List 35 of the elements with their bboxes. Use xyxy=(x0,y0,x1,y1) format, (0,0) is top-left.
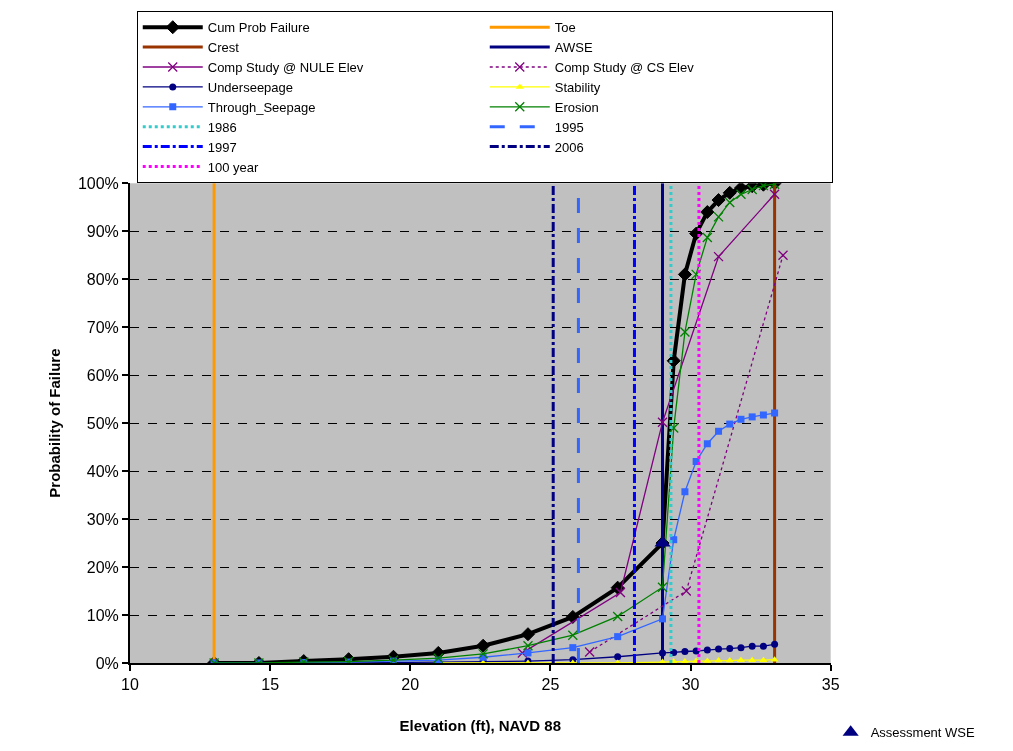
y-tick-label: 100% xyxy=(77,174,119,192)
legend-label: 1997 xyxy=(207,139,237,155)
x-tick-label: 20 xyxy=(401,676,420,694)
legend-label: Stability xyxy=(554,79,601,95)
x-tick-label: 10 xyxy=(121,676,139,694)
legend-label: 2006 xyxy=(554,139,584,155)
x-tick-label: 30 xyxy=(681,676,700,694)
legend-label: Comp Study @ CS Elev xyxy=(554,60,695,76)
legend-label: Cum Prob Failure xyxy=(207,20,310,36)
y-tick-label: 50% xyxy=(86,414,119,432)
legend-label: Comp Study @ NULE Elev xyxy=(207,60,364,76)
legend-label: AWSE xyxy=(554,40,593,56)
y-tick-label: 60% xyxy=(86,366,119,384)
y-tick-label: 0% xyxy=(95,654,119,672)
x-tick-label: 15 xyxy=(261,676,280,694)
y-tick-label: 30% xyxy=(86,510,119,528)
legend-label: 1995 xyxy=(554,119,584,135)
y-tick-label: 10% xyxy=(86,606,119,624)
y-tick-label: 40% xyxy=(86,462,119,480)
legend-label: Through_Seepage xyxy=(207,99,316,115)
y-tick-label: 20% xyxy=(86,558,119,576)
y-axis-title: Probability of Failure xyxy=(45,348,63,498)
legend-label: Erosion xyxy=(554,99,599,115)
x-tick-label: 25 xyxy=(541,676,560,694)
legend-label: Crest xyxy=(207,40,240,56)
legend-label: Toe xyxy=(554,20,576,36)
legend-label: Underseepage xyxy=(207,79,294,95)
legend-label: 1986 xyxy=(207,119,237,135)
legend-label: Assessment WSE xyxy=(870,725,976,741)
y-tick-label: 90% xyxy=(86,222,119,240)
legend-label: 100 year xyxy=(207,159,260,175)
x-tick-label: 35 xyxy=(821,676,840,694)
y-tick-label: 70% xyxy=(86,318,119,336)
x-axis-title: Elevation (ft), NAVD 88 xyxy=(399,716,562,734)
y-tick-label: 80% xyxy=(86,270,119,288)
